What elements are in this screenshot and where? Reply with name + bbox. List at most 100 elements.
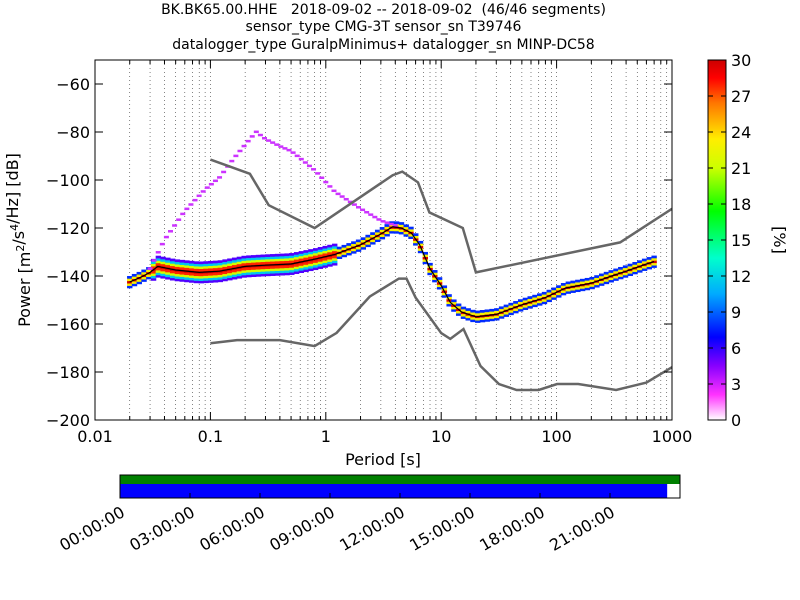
heatmap-cell [193, 280, 200, 284]
low-noise-model-line [210, 277, 672, 392]
heatmap-cell [169, 277, 176, 281]
heatmap-cell [522, 297, 529, 301]
heatmap-cell [212, 267, 219, 271]
y-tick-label: −120 [46, 219, 90, 238]
heatmap-cell [513, 301, 519, 304]
heatmap-cell [517, 308, 524, 312]
heatmap-cell [479, 312, 486, 316]
heatmap-cell [465, 315, 471, 319]
heatmap-cell [618, 269, 624, 273]
heatmap-cell [317, 249, 324, 253]
heatmap-cell [374, 236, 381, 240]
heatmap-cell [227, 265, 233, 269]
heatmap-cell [556, 294, 562, 298]
heatmap-cell [494, 310, 500, 314]
heatmap-outlier-cell [217, 176, 223, 179]
heatmap-cell [251, 257, 257, 261]
heatmap-cell [227, 260, 233, 264]
heatmap-cell [198, 268, 204, 272]
heatmap-outlier-cell [245, 139, 251, 143]
y-tick-label: −140 [46, 267, 90, 286]
heatmap-cell [599, 275, 605, 279]
heatmap-cell [408, 233, 414, 237]
heatmap-cell [508, 302, 514, 306]
heatmap-cell [293, 252, 300, 255]
heatmap-cell [317, 261, 324, 265]
chart-title-line-2: sensor_type CMG-3T sensor_sn T39746 [245, 19, 522, 35]
heatmap-cell [312, 250, 319, 254]
heatmap-cell [446, 301, 452, 305]
heatmap-cell [498, 316, 505, 319]
heatmap-cell [208, 260, 214, 264]
high-noise-model-line [209, 158, 672, 274]
heatmap-cell [179, 267, 185, 270]
heatmap-cell [150, 273, 157, 276]
heatmap-cell [575, 286, 581, 290]
heatmap-outlier-cell [290, 151, 296, 154]
colorbar-tick-label: 0 [731, 411, 741, 430]
heatmap-outlier-cell [311, 168, 317, 171]
heatmap-cell [127, 276, 133, 279]
heatmap-cell [236, 268, 243, 272]
heatmap-cell [198, 273, 204, 277]
heatmap-cell [355, 241, 362, 245]
heatmap-cell [208, 272, 214, 276]
heatmap-cell [341, 244, 347, 248]
heatmap-outlier-cell [294, 154, 300, 158]
heatmap-cell [198, 278, 204, 281]
colorbar-tick-label: 27 [731, 87, 751, 106]
heatmap-cell [298, 253, 305, 257]
heatmap-cell [308, 249, 314, 252]
heatmap-cell [293, 271, 300, 274]
heatmap-cell [141, 276, 147, 280]
heatmap-cell [570, 290, 576, 293]
heatmap-cell [360, 239, 367, 243]
noise-model-lines [129, 158, 672, 392]
heatmap-cell [308, 261, 314, 264]
heatmap-cell [265, 266, 271, 269]
heatmap-cell [618, 274, 624, 277]
heatmap-cell [165, 264, 171, 268]
heatmap-outlier-cell [188, 203, 194, 206]
heatmap-cell [265, 261, 271, 265]
heatmap-cell [274, 265, 281, 269]
heatmap-cell [436, 279, 443, 283]
heatmap-cell [332, 246, 338, 249]
heatmap-cell [537, 300, 543, 304]
heatmap-cell [217, 260, 223, 263]
heatmap-cell [422, 259, 428, 262]
heatmap-cell [341, 254, 347, 258]
heatmap-cell [413, 240, 419, 244]
heatmap-cell [451, 299, 457, 303]
heatmap-cell [565, 288, 571, 292]
heatmap-cell [169, 275, 176, 279]
coverage-bar [120, 484, 668, 498]
heatmap-cell [432, 279, 438, 283]
heatmap-cell [317, 254, 324, 257]
heatmap-cell [641, 265, 648, 269]
heatmap-cell [355, 239, 362, 243]
heatmap-cell [303, 266, 309, 270]
heatmap-outlier-cell [192, 198, 198, 202]
heatmap-cell [413, 242, 419, 246]
heatmap-cell [212, 277, 219, 281]
heatmap-cell [284, 272, 290, 276]
heatmap-cell [327, 251, 333, 255]
heatmap-cell [189, 263, 195, 266]
timeline-tick-label: 21:00:00 [546, 502, 618, 554]
heatmap-cell [360, 244, 367, 248]
heatmap-cell [417, 240, 424, 244]
x-tick-label: 1000 [652, 427, 693, 446]
heatmap-cell [613, 278, 619, 281]
heatmap-outlier-cell [347, 200, 353, 204]
heatmap-cell [508, 310, 514, 313]
heatmap-cell [241, 270, 247, 273]
heatmap-cell [589, 284, 595, 287]
heatmap-cell [303, 254, 309, 258]
heatmap-cell [327, 244, 333, 248]
heatmap-cell [203, 280, 209, 284]
timeline-tick-label: 06:00:00 [196, 502, 268, 554]
heatmap-cell [265, 259, 271, 262]
heatmap-outlier-cell [364, 210, 370, 214]
heatmap-cell [594, 284, 600, 288]
